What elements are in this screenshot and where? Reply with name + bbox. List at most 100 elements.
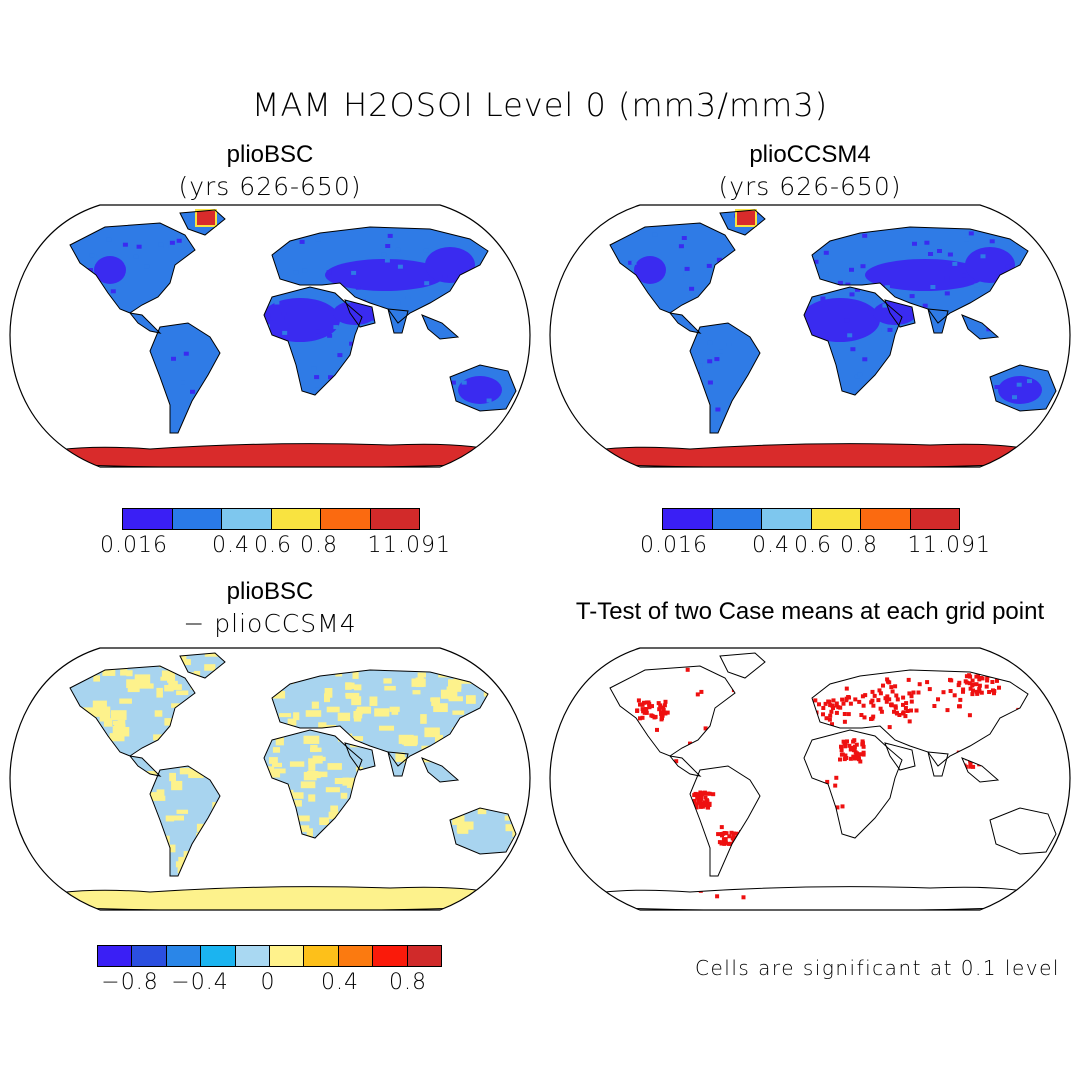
grid-cell	[500, 297, 506, 302]
grid-cell	[303, 837, 311, 842]
grid-cell	[461, 765, 476, 770]
coastline-africa	[803, 729, 903, 839]
grid-cell	[220, 751, 231, 759]
grid-cell	[587, 265, 593, 270]
significant-cell	[797, 699, 802, 704]
grid-cell	[498, 285, 504, 290]
grid-cell	[73, 348, 79, 352]
world-map-1	[9, 204, 531, 468]
grid-cell	[115, 863, 128, 871]
grid-cell	[581, 408, 587, 413]
grid-cell	[256, 805, 267, 811]
grid-cell	[83, 744, 93, 753]
dry-region	[865, 259, 985, 291]
coastline-greenland	[719, 209, 766, 236]
grid-cell	[287, 674, 295, 685]
grid-cell	[435, 862, 450, 873]
grid-cell	[445, 831, 453, 837]
coastline-centralAmerica	[128, 755, 162, 777]
grid-cell	[210, 857, 221, 866]
grid-cell	[147, 380, 153, 385]
grid-cell	[944, 276, 950, 280]
grid-cell	[110, 799, 119, 808]
significant-cell	[956, 683, 961, 688]
grid-cell	[265, 766, 275, 771]
grid-cell	[899, 316, 905, 321]
grid-cell	[405, 295, 411, 300]
grid-cell	[219, 758, 232, 766]
significant-cell	[857, 699, 862, 704]
grid-cell	[130, 781, 144, 790]
land-greenland	[180, 653, 225, 678]
significant-cell	[647, 799, 652, 803]
significant-cell	[905, 814, 910, 819]
grid-cell	[43, 732, 58, 738]
significant-cell	[893, 705, 898, 710]
grid-cell	[996, 362, 1002, 367]
grid-cell	[42, 340, 48, 345]
grid-cell	[710, 281, 716, 285]
grid-cell	[395, 300, 401, 305]
significant-cell	[745, 763, 750, 767]
significant-cell	[885, 694, 890, 699]
grid-cell	[232, 823, 243, 834]
grid-cell	[673, 211, 679, 216]
grid-cell	[982, 433, 988, 437]
grid-cell	[1036, 262, 1042, 267]
colorbar-plioccsm4-label-4: 1	[907, 533, 923, 558]
grid-cell	[739, 403, 745, 408]
grid-cell	[314, 375, 320, 380]
significant-cell	[802, 706, 807, 711]
colorbar-pliobsc-swatch-3	[271, 509, 321, 529]
significant-cell	[843, 753, 848, 758]
grid-cell	[498, 800, 510, 806]
grid-cell	[356, 810, 366, 820]
colorbar-pliobsc	[122, 508, 420, 530]
grid-cell	[474, 768, 488, 773]
grid-cell	[749, 251, 755, 256]
significant-cell	[610, 698, 614, 703]
significant-cell	[706, 791, 711, 796]
grid-cell	[212, 849, 220, 855]
grid-cell	[464, 331, 470, 336]
grid-cell	[361, 786, 368, 793]
grid-cell	[103, 400, 109, 405]
grid-cell	[801, 373, 807, 378]
grid-cell	[52, 761, 68, 766]
grid-cell	[49, 378, 55, 383]
grid-cell	[51, 697, 64, 703]
coastline-southAmerica	[149, 765, 221, 877]
grid-cell	[293, 828, 302, 834]
significant-cell	[788, 842, 793, 847]
grid-cell	[53, 300, 59, 305]
significant-cell	[642, 700, 646, 705]
significant-cell	[634, 853, 639, 858]
grid-cell	[73, 868, 83, 876]
grid-cell	[327, 333, 333, 338]
significant-cell	[551, 778, 555, 782]
grid-cell	[424, 281, 430, 286]
significant-cell	[852, 748, 856, 753]
significant-cell	[634, 788, 639, 793]
grid-cell	[113, 720, 124, 726]
grid-cell	[22, 713, 34, 719]
grid-cell	[426, 379, 432, 384]
grid-cell	[54, 860, 64, 869]
grid-cell	[176, 809, 189, 814]
grid-cell	[353, 715, 362, 722]
grid-cell	[76, 283, 82, 288]
grid-cell	[329, 865, 336, 870]
significant-cell	[685, 667, 690, 672]
land-northAmerica	[610, 666, 735, 756]
grid-cell	[855, 287, 860, 292]
significant-cell	[699, 689, 704, 694]
significant-cell	[914, 708, 919, 713]
grid-cell	[397, 659, 406, 665]
grid-cell	[924, 240, 930, 245]
grid-cell	[36, 653, 47, 660]
grid-cell	[645, 217, 651, 222]
significant-cell	[982, 762, 987, 766]
colorbar-difference-swatch-6	[304, 946, 339, 966]
significant-cell	[828, 703, 833, 708]
grid-cell	[206, 682, 219, 690]
